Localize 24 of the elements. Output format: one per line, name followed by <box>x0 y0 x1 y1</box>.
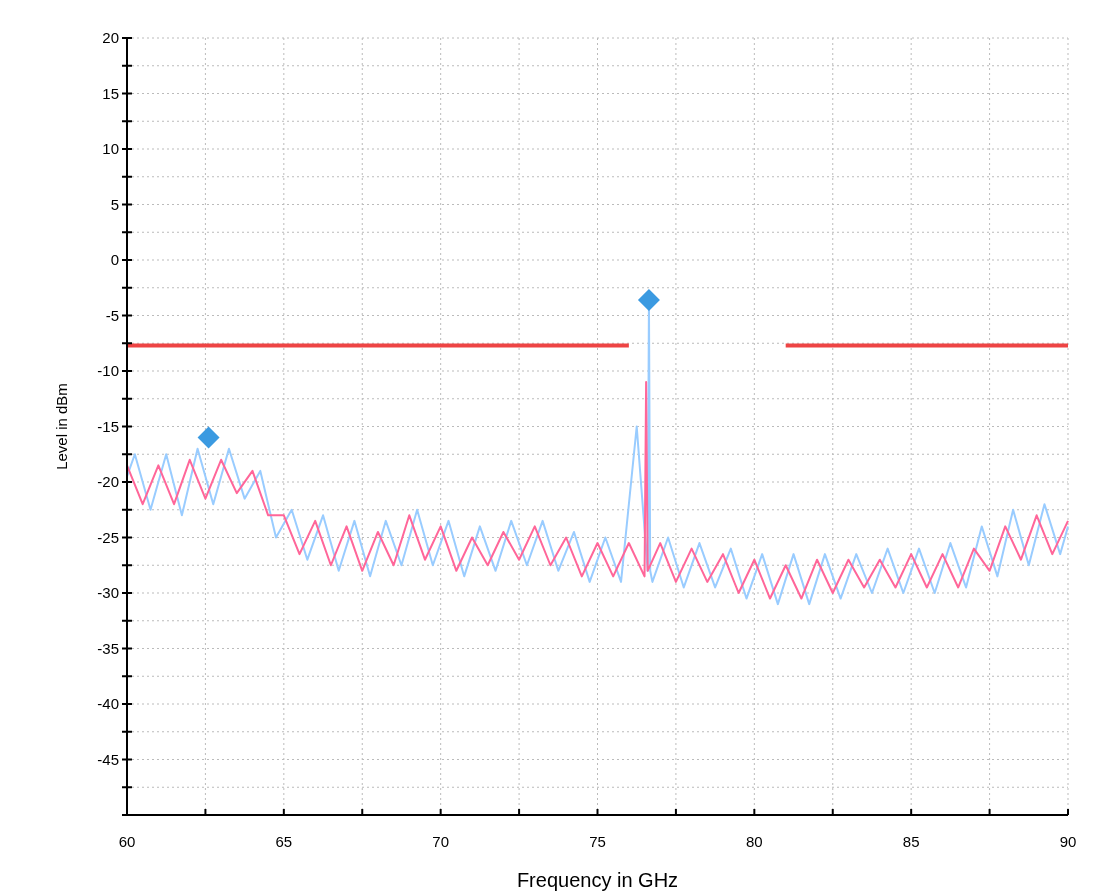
x-axis-title: Frequency in GHz <box>516 869 679 891</box>
x-tick-label: 75 <box>589 833 606 850</box>
x-tick-label: 70 <box>432 833 450 850</box>
y-tick-label: 10 <box>102 140 119 158</box>
y-tick-label: 15 <box>102 84 119 102</box>
x-tick-label: 90 <box>1059 833 1077 850</box>
y-tick-label: -20 <box>97 473 119 491</box>
y-tick-label: 0 <box>110 251 119 269</box>
x-tick-label: 60 <box>118 833 136 850</box>
y-tick-label: -35 <box>97 639 119 657</box>
y-tick-label: -25 <box>97 528 119 546</box>
x-tick-label: 85 <box>902 833 920 850</box>
y-tick-label: -30 <box>97 584 119 602</box>
y-tick-label: -15 <box>97 417 119 435</box>
x-tick-label: 65 <box>275 833 293 850</box>
y-tick-label: -40 <box>97 695 119 713</box>
y-axis-title: Level in dBm <box>53 383 70 470</box>
y-tick-label: 20 <box>102 29 119 47</box>
y-tick-label: 5 <box>110 195 119 213</box>
y-tick-label: -5 <box>105 306 119 324</box>
y-tick-label: -10 <box>97 362 119 380</box>
x-tick-label: 80 <box>745 833 763 850</box>
y-tick-label: -45 <box>97 750 119 768</box>
line-series <box>126 381 1069 600</box>
